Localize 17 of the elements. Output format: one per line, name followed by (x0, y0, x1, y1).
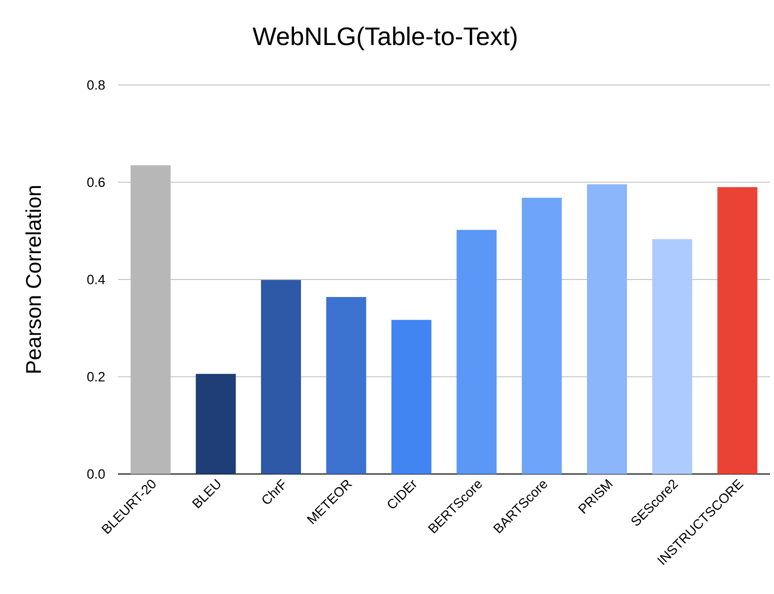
y-tick-label: 0.6 (87, 178, 105, 187)
bar (587, 184, 627, 474)
y-tick-label: 0.0 (87, 469, 105, 479)
bar (456, 230, 497, 474)
bar (391, 320, 432, 474)
chart-title: WebNLG(Table-to-Text) (252, 26, 517, 50)
bar (261, 280, 301, 474)
y-tick-label: 0.2 (87, 372, 105, 382)
bar (196, 374, 236, 474)
bar (522, 198, 562, 474)
y-tick-label: 0.4 (87, 274, 105, 284)
bar (652, 239, 692, 474)
bar (326, 297, 366, 474)
y-tick-label: 0.8 (87, 80, 105, 90)
y-axis-title: Pearson Correlation (25, 186, 42, 373)
bar (130, 165, 171, 474)
bar (717, 187, 758, 474)
